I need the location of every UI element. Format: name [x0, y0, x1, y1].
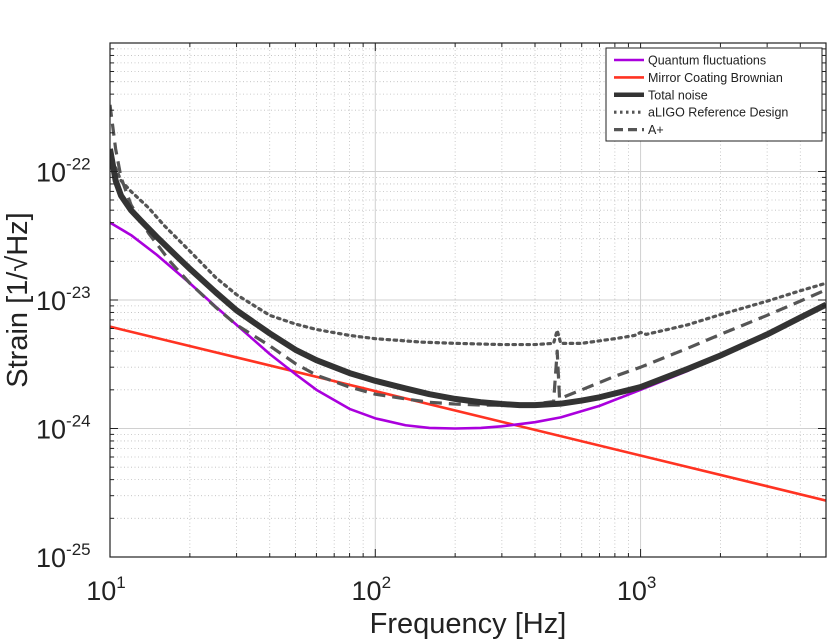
- legend-label-3: aLIGO Reference Design: [648, 106, 788, 120]
- legend-label-4: A+: [648, 123, 664, 137]
- y-tick-label: 10-24: [36, 412, 91, 445]
- series-layer: [110, 104, 826, 502]
- minor-grid: [110, 43, 827, 557]
- x-tick-label: 103: [617, 573, 657, 606]
- legend-label-0: Quantum fluctuations: [648, 54, 766, 68]
- y-axis-label: Strain [1/√Hz]: [2, 212, 34, 387]
- x-tick-label: 101: [86, 573, 126, 606]
- y-tick-labels: 10-25 10-24 10-23 10-22: [36, 155, 91, 574]
- legend-label-2: Total noise: [648, 88, 708, 102]
- legend: Quantum fluctuations Mirror Coating Brown…: [605, 47, 823, 142]
- series-line-2: [110, 148, 826, 409]
- x-tick-label: 102: [352, 573, 392, 606]
- series-line-1: [110, 325, 826, 502]
- series-line-3: [110, 153, 826, 347]
- y-tick-label: 10-22: [36, 155, 91, 188]
- legend-label-1: Mirror Coating Brownian: [648, 71, 783, 85]
- x-tick-labels: 101 102 103: [86, 573, 656, 606]
- y-tick-label: 10-25: [36, 540, 91, 573]
- y-tick-label: 10-23: [36, 283, 91, 316]
- axis-ticks: [109, 42, 827, 558]
- x-axis-label: Frequency [Hz]: [370, 608, 567, 640]
- series-line-4: [110, 104, 826, 407]
